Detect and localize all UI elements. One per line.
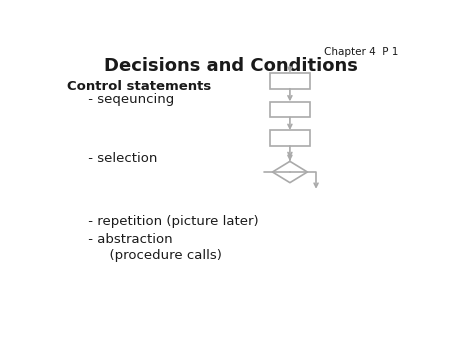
Bar xyxy=(270,130,310,146)
Bar xyxy=(270,73,310,89)
Text: (procedure calls): (procedure calls) xyxy=(67,249,221,262)
Text: - repetition (picture later): - repetition (picture later) xyxy=(67,215,258,228)
Text: Control statements: Control statements xyxy=(67,80,211,93)
Text: Chapter 4  P 1: Chapter 4 P 1 xyxy=(324,47,398,57)
Text: - seqeuncing: - seqeuncing xyxy=(67,93,174,105)
Text: - selection: - selection xyxy=(67,152,157,166)
Text: Decisions and Conditions: Decisions and Conditions xyxy=(104,57,358,75)
Text: - abstraction: - abstraction xyxy=(67,233,172,246)
Bar xyxy=(270,102,310,117)
